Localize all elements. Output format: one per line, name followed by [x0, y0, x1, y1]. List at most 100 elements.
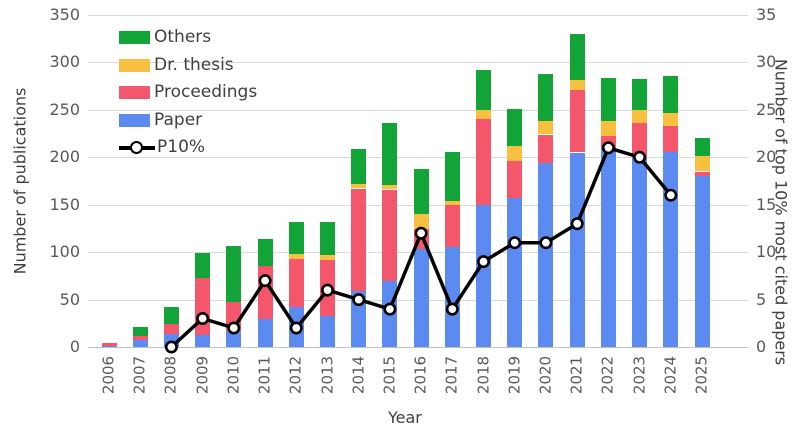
bar-segment-paper	[694, 176, 710, 347]
x-axis-tick-label: 2023	[630, 355, 649, 395]
x-axis-tick-label: 2015	[380, 355, 399, 395]
p10-marker	[227, 321, 241, 335]
bar-segment-proceedings	[288, 258, 304, 308]
bar-segment-paper	[257, 318, 273, 347]
right-axis-tick-label: 35	[756, 5, 777, 24]
x-axis-tick-label: 2019	[505, 355, 524, 395]
bar-segment-paper	[413, 249, 429, 347]
legend-item: Dr. thesis	[119, 52, 257, 80]
left-axis-tick-label: 150	[49, 194, 80, 214]
legend-label: Others	[154, 27, 212, 48]
x-axis-tick-label: 2016	[411, 355, 430, 395]
bar-segment-proceedings	[694, 171, 710, 177]
gridline	[88, 109, 748, 111]
p10-marker	[570, 217, 584, 231]
bar-segment-dr-thesis	[632, 109, 648, 124]
bar-segment-paper	[569, 152, 585, 347]
gridline	[88, 347, 748, 348]
p10-marker	[164, 340, 178, 354]
bar-segment-others	[538, 73, 554, 122]
p10-marker	[601, 141, 615, 155]
gridline	[88, 157, 748, 159]
bar-segment-paper	[444, 247, 460, 347]
bar-segment-proceedings	[101, 343, 117, 346]
bar-segment-others	[632, 78, 648, 110]
legend-label: P10%	[157, 137, 206, 158]
x-axis-tick-label: 2020	[536, 355, 555, 395]
bar-segment-others	[444, 151, 460, 201]
bar-segment-paper	[101, 346, 117, 347]
bar-segment-proceedings	[632, 123, 648, 158]
bar-segment-dr-thesis	[600, 121, 616, 137]
p10-marker	[508, 236, 522, 250]
legend-swatch-icon	[119, 31, 150, 45]
bar-segment-dr-thesis	[351, 183, 367, 189]
bar-segment-paper	[538, 163, 554, 347]
bar-segment-paper	[600, 149, 616, 347]
p10-marker	[289, 321, 303, 335]
x-axis-tick-label: 2024	[661, 355, 680, 395]
bar-segment-proceedings	[663, 126, 679, 152]
left-axis-tick-label: 350	[49, 5, 80, 24]
bar-segment-paper	[351, 291, 367, 347]
bar-segment-others	[600, 77, 616, 122]
legend-item: Proceedings	[119, 79, 257, 107]
x-axis-title: Year	[388, 408, 422, 427]
bar-segment-proceedings	[538, 134, 554, 163]
p10-marker	[445, 302, 459, 316]
left-axis-tick-label: 100	[49, 242, 80, 262]
x-axis-tick-label: 2008	[161, 355, 180, 395]
left-axis-tick-label: 300	[49, 52, 80, 72]
bar-segment-dr-thesis	[444, 200, 460, 205]
legend-swatch-icon	[119, 86, 150, 100]
bar-segment-proceedings	[382, 189, 398, 281]
bar-segment-proceedings	[351, 188, 367, 291]
x-axis-tick-label: 2017	[442, 355, 461, 395]
x-axis-tick-label: 2021	[567, 355, 586, 395]
bar-segment-dr-thesis	[538, 121, 554, 135]
p10-marker	[476, 255, 490, 269]
bar-segment-paper	[476, 204, 491, 347]
bar-segment-others	[195, 253, 211, 278]
bar-segment-paper	[507, 198, 523, 347]
p10-line	[170, 145, 673, 349]
left-axis-tick-label: 250	[49, 99, 80, 119]
left-axis-tick-label: 200	[49, 147, 80, 167]
p10-marker	[539, 236, 553, 250]
bar-segment-paper	[195, 334, 211, 347]
left-axis-tick-label: 50	[59, 289, 80, 309]
legend-label: Paper	[154, 109, 203, 130]
bar-segment-others	[476, 70, 491, 110]
bar-segment-others	[226, 245, 242, 302]
legend-swatch-icon	[119, 58, 150, 72]
bar-segment-dr-thesis	[507, 145, 523, 162]
bar-segment-dr-thesis	[320, 255, 335, 260]
x-axis-tick-label: 2010	[224, 355, 243, 395]
right-axis-tick-label: 5	[756, 289, 767, 309]
bar-segment-dr-thesis	[694, 156, 710, 172]
bar-segment-paper	[632, 157, 648, 347]
p10-marker	[414, 226, 428, 240]
p10-marker	[352, 293, 366, 307]
bar-segment-dr-thesis	[413, 214, 429, 230]
x-axis-tick-label: 2022	[598, 355, 617, 395]
bar-segment-others	[694, 138, 710, 157]
right-axis-tick-label: 25	[756, 99, 777, 119]
bar-segment-others	[413, 168, 429, 215]
right-axis-tick-label: 10	[756, 242, 777, 262]
p10-marker	[383, 302, 397, 316]
x-axis-tick-label: 2018	[474, 355, 492, 395]
right-axis-tick-label: 20	[756, 147, 777, 167]
bar-segment-others	[320, 221, 335, 255]
bar-segment-others	[132, 327, 148, 336]
bar-segment-others	[351, 148, 367, 184]
p10-marker	[664, 188, 678, 202]
bar-segment-dr-thesis	[288, 254, 304, 259]
x-axis-tick-label: 2009	[193, 355, 212, 395]
bar-segment-proceedings	[132, 335, 148, 341]
bar-segment-others	[257, 238, 273, 267]
legend-swatch-icon	[119, 113, 150, 127]
bar-segment-proceedings	[507, 161, 523, 199]
gridline	[88, 15, 748, 16]
